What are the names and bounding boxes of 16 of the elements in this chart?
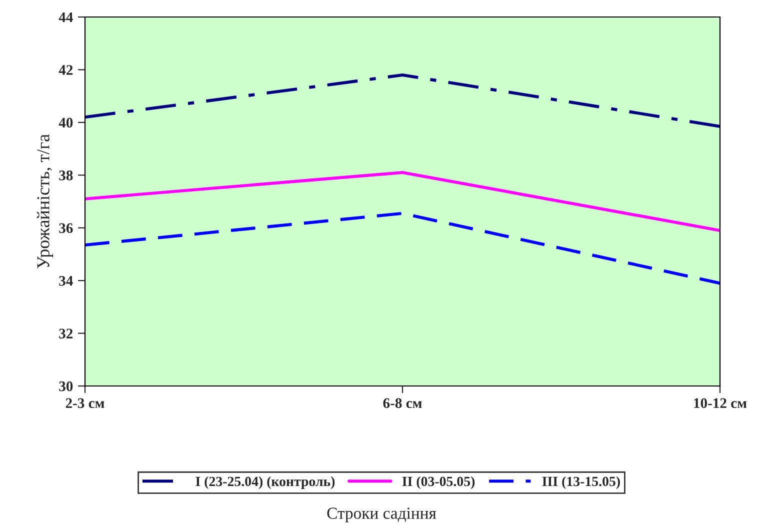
y-axis-title: Урожайність, т/га (36, 134, 54, 268)
y-tick-label: 34 (59, 276, 73, 286)
y-tick-label: 42 (58, 65, 73, 75)
text: Строки садіння (327, 508, 436, 522)
y-tick-label: 44 (58, 12, 73, 22)
x-tick-label: 6-8 см (383, 398, 422, 408)
y-tick-label: 40 (58, 118, 73, 128)
legend-label: III (13-15.05) (542, 476, 620, 489)
x-tick-label: 2-3 см (66, 398, 104, 408)
x-tick-label: 10-12 см (694, 398, 747, 408)
y-tick-label: 30 (59, 381, 73, 392)
y-tick-label: 38 (59, 170, 73, 180)
legend-label: I (23-25.04) (контроль) (196, 476, 335, 489)
legend-label: II (03-05.05) (402, 476, 475, 489)
y-tick-label: 36 (59, 223, 73, 234)
y-tick-label: 32 (59, 328, 73, 338)
